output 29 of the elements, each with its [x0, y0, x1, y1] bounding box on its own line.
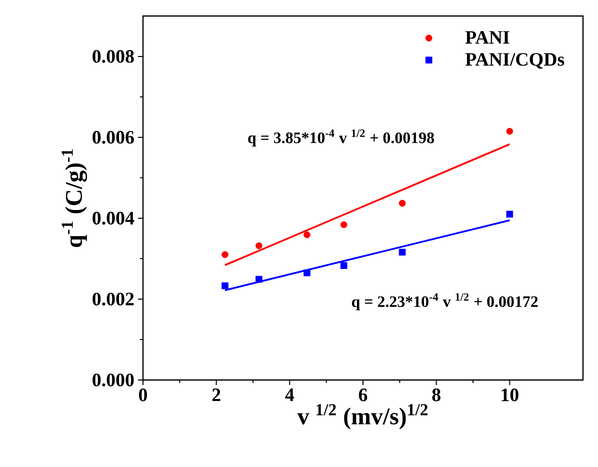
- point: [222, 282, 228, 290]
- annotation: q = 3.85*10$^{-4}$ v $^{1/2}$ + 0.00198: [248, 129, 434, 146]
- point: [256, 242, 262, 250]
- y-tick-label: 0.004: [92, 212, 134, 225]
- x-tick-label: 10: [502, 388, 518, 402]
- point: [506, 128, 514, 135]
- point: [304, 269, 310, 276]
- point: [222, 251, 228, 258]
- legend-label: PANI: [465, 31, 510, 44]
- x-axis-title: v $^{1/2}$ (mv/s)$^{1/2}$: [297, 404, 428, 430]
- x-tick-label: 2: [212, 388, 220, 402]
- x-tick-label: 6: [358, 388, 368, 402]
- point: [398, 200, 406, 207]
- point: [398, 248, 406, 256]
- point: [506, 210, 514, 218]
- point: [304, 231, 310, 238]
- x-tick-label: 4: [285, 388, 294, 401]
- x-tick-label: 8: [432, 388, 440, 402]
- point: [340, 262, 348, 269]
- annotation: q = 2.23*10$^{-4}$ v $^{1/2}$ + 0.00172: [352, 293, 538, 310]
- y-tick-label: 0.006: [92, 130, 134, 144]
- x-tick-label: 0: [138, 388, 148, 402]
- y-axis-title: q$^{-1}$ (C/g)$^{-1}$: [62, 149, 88, 247]
- y-tick-label: 0.008: [92, 50, 134, 63]
- y-tick-label: 0.000: [92, 374, 134, 386]
- y-tick-label: 0.002: [92, 292, 134, 306]
- legend-label: PANI/CQDs: [465, 53, 564, 69]
- point: [256, 276, 262, 283]
- point: [340, 221, 348, 228]
